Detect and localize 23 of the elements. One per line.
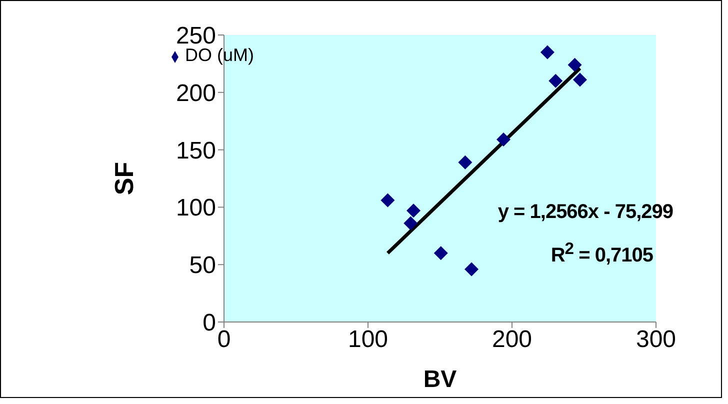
y-axis-title: SF <box>109 162 140 196</box>
y-tick-label: 150 <box>176 137 216 164</box>
x-tick-label: 100 <box>348 326 388 354</box>
point <box>540 45 554 60</box>
point <box>406 204 421 218</box>
y-tick-label: 200 <box>176 80 216 107</box>
point <box>404 216 418 230</box>
point <box>380 193 395 208</box>
point <box>548 74 563 88</box>
point <box>568 58 582 72</box>
y-tick-label: 100 <box>176 194 216 222</box>
annotation: R$^{2}$ = 0,7105 <box>550 239 653 268</box>
x-axis-title: BV <box>423 366 457 393</box>
point <box>464 262 479 276</box>
point <box>434 246 448 260</box>
x-tick-label: 300 <box>636 326 676 354</box>
point <box>496 132 511 146</box>
legend-label: DO (uM) <box>185 45 254 65</box>
point <box>572 72 587 87</box>
y-tick-label: 50 <box>189 252 216 280</box>
annotation: y = 1,2566x - 75,299 <box>498 201 673 224</box>
point <box>458 155 472 170</box>
x-tick-label: 200 <box>492 326 532 354</box>
